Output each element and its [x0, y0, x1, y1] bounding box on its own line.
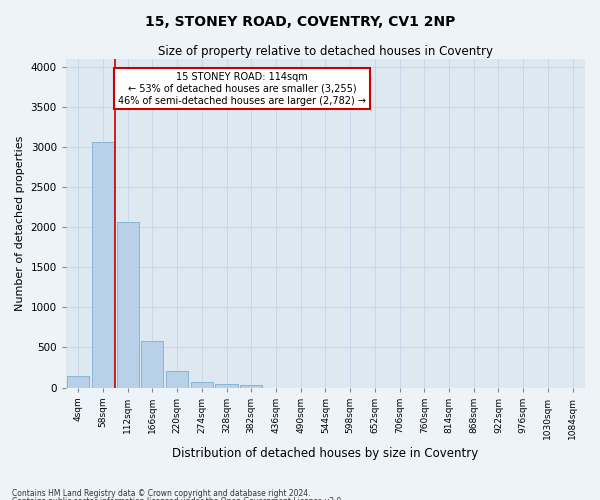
- Bar: [240, 384, 262, 388]
- Bar: [116, 222, 139, 388]
- Text: Contains HM Land Registry data © Crown copyright and database right 2024.: Contains HM Land Registry data © Crown c…: [12, 488, 311, 498]
- Bar: [67, 376, 89, 388]
- Text: Contains public sector information licensed under the Open Government Licence v3: Contains public sector information licen…: [12, 497, 344, 500]
- Bar: [215, 384, 238, 388]
- Text: 15, STONEY ROAD, COVENTRY, CV1 2NP: 15, STONEY ROAD, COVENTRY, CV1 2NP: [145, 15, 455, 29]
- Text: 15 STONEY ROAD: 114sqm
← 53% of detached houses are smaller (3,255)
46% of semi-: 15 STONEY ROAD: 114sqm ← 53% of detached…: [118, 72, 367, 106]
- Bar: [166, 372, 188, 388]
- Title: Size of property relative to detached houses in Coventry: Size of property relative to detached ho…: [158, 45, 493, 58]
- Bar: [141, 342, 163, 388]
- X-axis label: Distribution of detached houses by size in Coventry: Distribution of detached houses by size …: [172, 447, 479, 460]
- Bar: [191, 382, 213, 388]
- Y-axis label: Number of detached properties: Number of detached properties: [15, 136, 25, 311]
- Bar: [92, 142, 114, 388]
